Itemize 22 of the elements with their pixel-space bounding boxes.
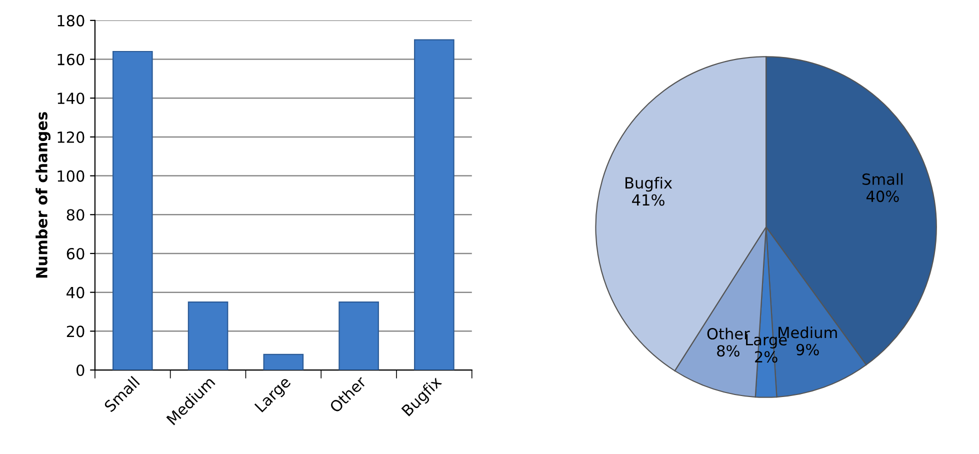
bar	[338, 301, 379, 370]
y-axis-title: Number of changes	[36, 112, 51, 278]
y-tick-label: 160	[58, 54, 84, 66]
y-tick-label: 180	[58, 14, 84, 26]
y-tick-label: 80	[66, 209, 84, 221]
y-tick-label: 60	[66, 248, 84, 260]
y-tick-label: 20	[66, 326, 84, 338]
bar	[112, 50, 153, 370]
data-label: 41%	[632, 194, 664, 206]
data-label: 8%	[717, 345, 740, 357]
bar	[188, 301, 228, 370]
bar	[263, 354, 304, 370]
y-tick-label: 140	[58, 92, 84, 104]
data-label: 9%	[796, 344, 819, 356]
data-label: 40%	[866, 190, 899, 202]
y-tick-label: 0	[76, 364, 84, 376]
slice-label: Bugfix	[626, 176, 672, 192]
y-tick-label: 120	[58, 131, 84, 143]
bar	[414, 39, 454, 370]
y-tick-label: 40	[66, 286, 84, 298]
y-tick-label: 100	[58, 170, 84, 182]
slice-label: Small	[862, 173, 902, 185]
